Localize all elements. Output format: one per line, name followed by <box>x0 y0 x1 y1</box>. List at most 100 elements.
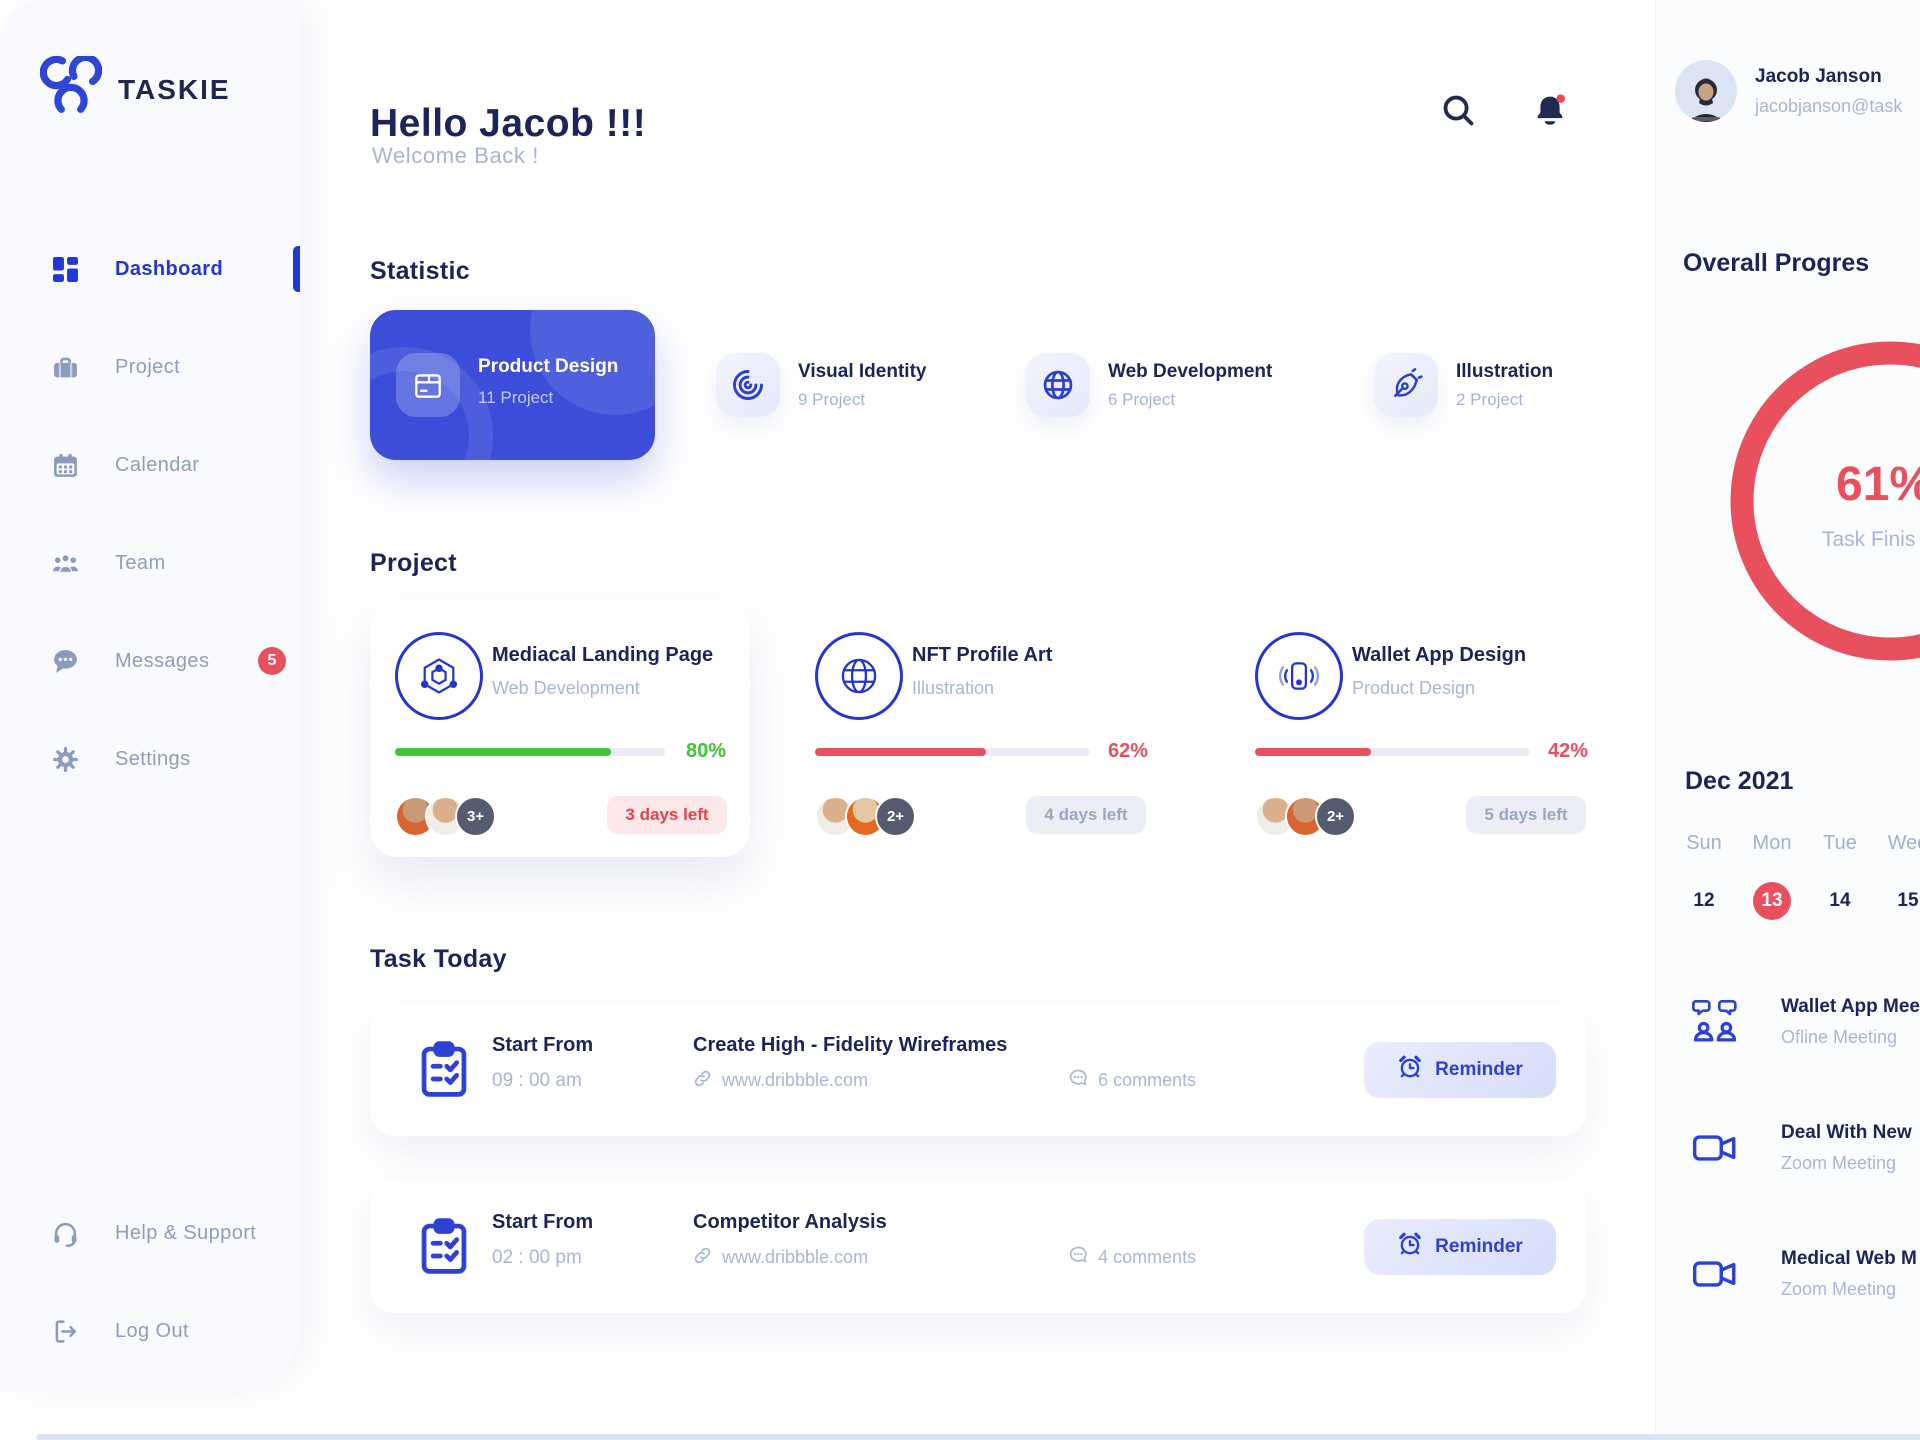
reminder-button[interactable]: Reminder <box>1364 1219 1556 1275</box>
sidebar-item-label: Dashboard <box>115 257 224 280</box>
app-bottom-edge <box>36 1434 1920 1440</box>
project-card[interactable]: NFT Profile Art Illustration 62% 2+ 4 da… <box>810 600 1156 857</box>
task-time: 02 : 00 pm <box>492 1247 582 1268</box>
page-subtitle: Welcome Back ! <box>372 143 539 168</box>
days-left-badge: 3 days left <box>607 796 727 834</box>
reminder-label: Reminder <box>1435 1059 1523 1080</box>
stat-card-count: 9 Project <box>798 389 866 409</box>
globe-icon <box>815 632 903 720</box>
hexagon-node-icon <box>395 632 483 720</box>
project-card[interactable]: Wallet App Design Product Design 42% 2+ … <box>1250 600 1596 857</box>
day-header: Wed <box>1887 832 1920 854</box>
task-start-label: Start From <box>492 1034 594 1056</box>
project-card[interactable]: Mediacal Landing Page Web Development 80… <box>370 600 750 857</box>
comment-icon <box>1068 1245 1088 1270</box>
user-name: Jacob Janson <box>1755 65 1882 87</box>
stat-card-title: Web Development <box>1108 360 1273 382</box>
task-start-label: Start From <box>492 1211 594 1233</box>
task-today-heading: Task Today <box>370 944 507 973</box>
meeting-item[interactable]: Wallet App Mee Ofline Meeting <box>1689 996 1920 1048</box>
project-heading: Project <box>370 548 457 577</box>
overall-percent: 61% <box>1836 458 1920 511</box>
dashboard-icon <box>52 256 79 283</box>
link-icon <box>693 1246 712 1270</box>
reminder-button[interactable]: Reminder <box>1364 1042 1556 1098</box>
sidebar-item-label: Help & Support <box>115 1221 257 1244</box>
meeting-title: Deal With New <box>1781 1122 1912 1143</box>
stat-card-title: Product Design <box>478 356 619 377</box>
user-profile[interactable]: Jacob Janson jacobjanson@task <box>1675 60 1902 122</box>
stat-card-visual-identity[interactable]: Visual Identity 9 Project <box>716 353 926 417</box>
stat-card-illustration[interactable]: Illustration 2 Project <box>1374 353 1553 417</box>
calendar-date[interactable]: 15 <box>1897 890 1919 911</box>
swirl-icon <box>716 353 780 417</box>
sidebar-item-project[interactable]: Project <box>0 339 300 395</box>
progress-ring <box>1730 341 1920 661</box>
task-time: 09 : 00 am <box>492 1070 582 1091</box>
meeting-item[interactable]: Medical Web M Zoom Meeting <box>1689 1248 1917 1300</box>
video-camera-icon <box>1689 1248 1741 1300</box>
stat-card-product-design[interactable]: Product Design 11 Project <box>370 310 655 460</box>
sidebar-item-messages[interactable]: Messages 5 <box>0 633 300 689</box>
task-link[interactable]: www.dribbble.com <box>722 1247 869 1267</box>
progress-bar <box>1255 748 1530 756</box>
calendar-date-selected[interactable]: 13 <box>1753 882 1791 920</box>
sidebar-item-settings[interactable]: Settings <box>0 731 300 787</box>
logout-icon <box>52 1318 79 1345</box>
task-title: Competitor Analysis <box>693 1211 887 1233</box>
bell-icon <box>1530 94 1570 134</box>
task-comments: 4 comments <box>1098 1247 1197 1267</box>
clipboard-icon <box>415 1217 473 1280</box>
sidebar-item-dashboard[interactable]: Dashboard <box>0 241 300 297</box>
sidebar-footer-nav: Help & Support Log Out <box>0 1205 300 1359</box>
day-header: Tue <box>1823 832 1857 854</box>
sidebar-nav: Dashboard Project <box>0 241 300 787</box>
page-title: Hello Jacob !!! <box>370 102 647 146</box>
search-icon <box>1440 95 1478 134</box>
taskie-logo: TASKIE <box>39 53 231 123</box>
messages-badge: 5 <box>258 647 286 675</box>
people-meeting-icon <box>1689 996 1741 1048</box>
meeting-item[interactable]: Deal With New Zoom Meeting <box>1689 1122 1912 1174</box>
project-category: Illustration <box>912 678 995 698</box>
days-left-badge: 4 days left <box>1026 796 1146 834</box>
notifications-button[interactable] <box>1530 90 1570 130</box>
avatar <box>1675 60 1737 122</box>
team-icon <box>52 550 79 577</box>
right-panel: Jacob Janson jacobjanson@task Overall Pr… <box>1655 0 1920 1434</box>
progress-percent: 62% <box>1108 740 1149 762</box>
sidebar-item-label: Log Out <box>115 1319 189 1342</box>
progress-bar <box>815 748 1090 756</box>
sidebar-item-team[interactable]: Team <box>0 535 300 591</box>
avatar-more-count: 3+ <box>455 796 496 837</box>
calendar-date[interactable]: 14 <box>1829 890 1851 911</box>
overall-caption: Task Finis <box>1822 528 1916 551</box>
meeting-type: Zoom Meeting <box>1781 1279 1897 1299</box>
project-title: Wallet App Design <box>1352 644 1527 666</box>
overall-progress-heading: Overall Progres <box>1683 248 1870 277</box>
stat-card-title: Visual Identity <box>798 360 927 382</box>
sidebar-item-logout[interactable]: Log Out <box>0 1303 300 1359</box>
calendar-day-headers: Sun Mon Tue Wed <box>1670 832 1920 855</box>
meeting-type: Ofline Meeting <box>1781 1027 1898 1047</box>
globe-icon <box>1026 353 1090 417</box>
project-category: Web Development <box>492 678 640 698</box>
headset-icon <box>52 1220 79 1247</box>
sidebar-item-calendar[interactable]: Calendar <box>0 437 300 493</box>
meeting-title: Medical Web M <box>1781 1248 1917 1269</box>
video-camera-icon <box>1689 1122 1741 1174</box>
avatar-group: 2+ <box>815 796 916 837</box>
reminder-label: Reminder <box>1435 1236 1523 1257</box>
meeting-title: Wallet App Mee <box>1781 996 1920 1017</box>
task-row[interactable]: Start From 02 : 00 pm Competitor Analysi… <box>370 1181 1586 1313</box>
stat-card-count: 6 Project <box>1108 389 1176 409</box>
task-row[interactable]: Start From 09 : 00 am Create High - Fide… <box>370 1004 1586 1136</box>
stat-card-web-development[interactable]: Web Development 6 Project <box>1026 353 1272 417</box>
sidebar-item-help-support[interactable]: Help & Support <box>0 1205 300 1261</box>
stat-card-title: Illustration <box>1456 360 1554 382</box>
search-button[interactable] <box>1440 92 1480 132</box>
task-link[interactable]: www.dribbble.com <box>722 1070 869 1090</box>
project-title: Mediacal Landing Page <box>492 644 714 666</box>
project-title: NFT Profile Art <box>912 644 1053 666</box>
calendar-date[interactable]: 12 <box>1693 890 1715 911</box>
